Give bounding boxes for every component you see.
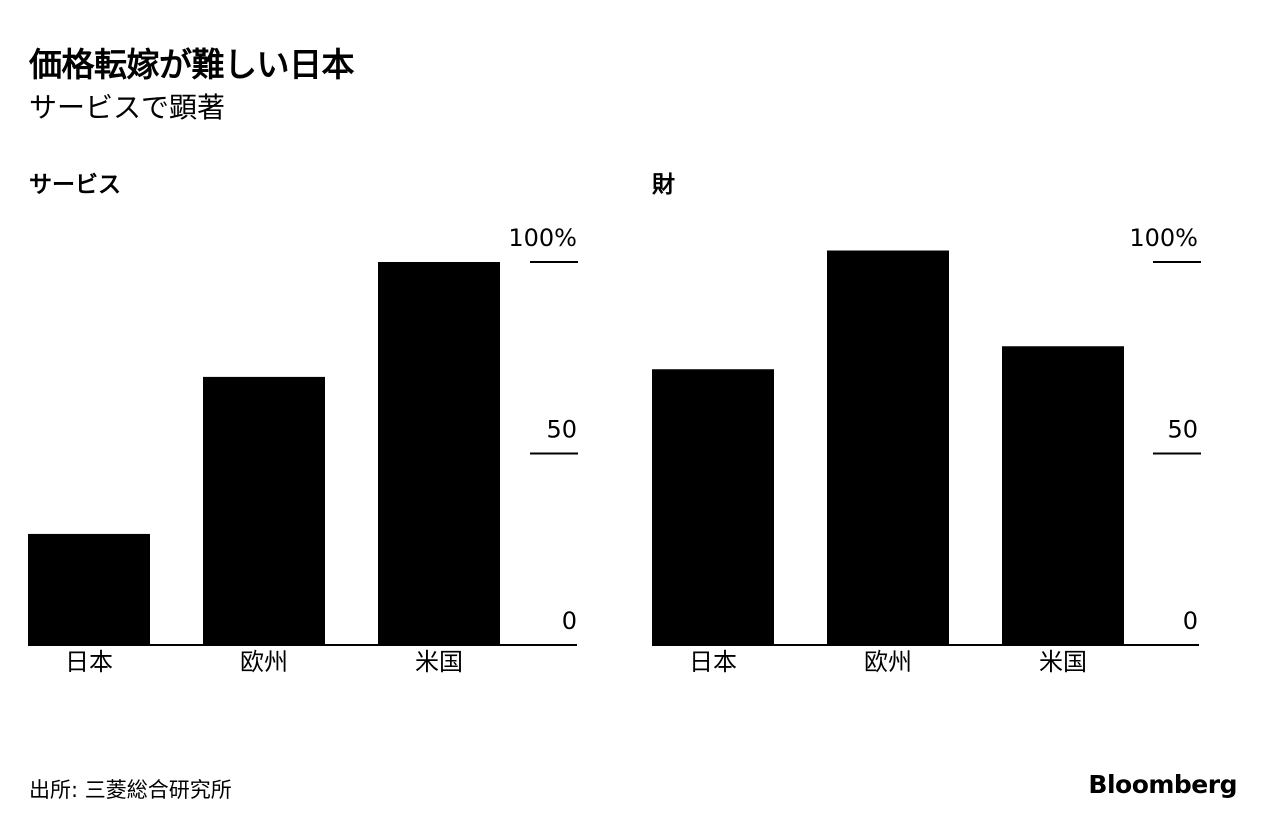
y-tick-label: 50: [546, 416, 577, 444]
bloomberg-logo: Bloomberg: [1088, 770, 1237, 799]
y-tick-label: 50: [1167, 416, 1198, 444]
bar: [652, 369, 774, 645]
y-tick-label: 0: [562, 607, 577, 635]
chart-title: 価格転嫁が難しい日本: [29, 45, 355, 84]
category-label: 米国: [1039, 648, 1087, 676]
chart-subtitle: サービスで顕著: [29, 91, 226, 124]
source-note: 出所: 三菱総合研究所: [29, 778, 232, 802]
bar: [827, 250, 949, 645]
category-label: 日本: [689, 648, 737, 676]
category-label: 欧州: [864, 648, 912, 676]
bar: [1002, 346, 1124, 645]
bar: [28, 533, 150, 645]
panel-title: 財: [652, 172, 675, 198]
panel-title: サービス: [29, 172, 121, 198]
bar: [378, 262, 500, 645]
category-label: 欧州: [240, 648, 288, 676]
y-tick-label: 100%: [508, 224, 577, 252]
bar: [203, 376, 325, 645]
category-label: 米国: [415, 648, 463, 676]
y-tick-label: 0: [1183, 607, 1198, 635]
category-label: 日本: [65, 648, 113, 676]
y-tick-label: 100%: [1129, 224, 1198, 252]
